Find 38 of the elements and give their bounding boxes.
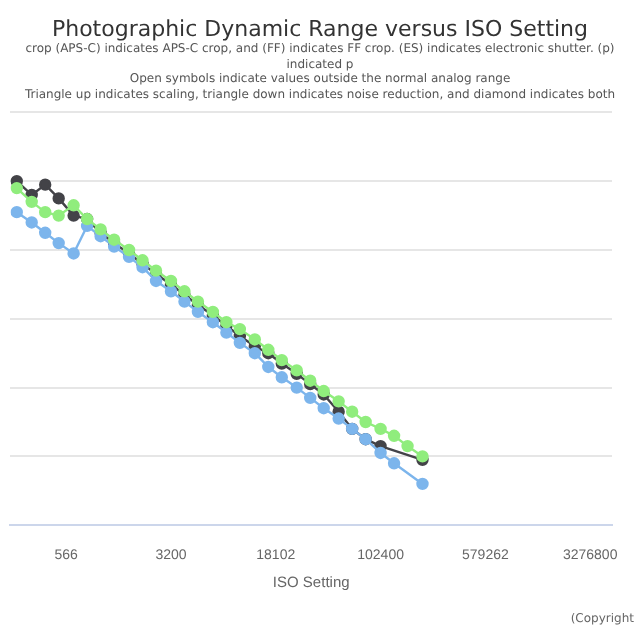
point: [164, 285, 178, 298]
point: [52, 236, 65, 250]
point: [359, 415, 372, 429]
point: [39, 226, 52, 239]
point: [39, 178, 52, 191]
point: [233, 322, 247, 336]
point: [52, 209, 65, 222]
point: [220, 326, 233, 339]
point: [233, 336, 247, 350]
point: [387, 429, 401, 442]
point: [52, 192, 65, 205]
point: [10, 181, 23, 195]
point: [332, 395, 345, 408]
point: [67, 247, 80, 260]
point: [178, 295, 191, 308]
point: [25, 216, 38, 229]
point: [262, 360, 275, 374]
point: [275, 371, 288, 384]
point: [374, 446, 387, 460]
point: [248, 333, 262, 346]
point: [248, 347, 262, 360]
point: [317, 402, 330, 415]
point: [401, 439, 414, 453]
point: [304, 391, 317, 405]
point: [191, 305, 205, 319]
point: [345, 405, 359, 418]
point: [25, 195, 38, 209]
point: [387, 457, 401, 470]
point: [374, 422, 387, 436]
point: [149, 274, 163, 288]
chart-title: Photographic Dynamic Range versus ISO Setting: [49, 16, 591, 42]
point: [67, 199, 80, 212]
point: [332, 412, 345, 425]
point: [10, 205, 23, 219]
point: [206, 316, 220, 329]
point: [290, 381, 303, 394]
point: [39, 205, 52, 219]
point: [67, 209, 80, 222]
